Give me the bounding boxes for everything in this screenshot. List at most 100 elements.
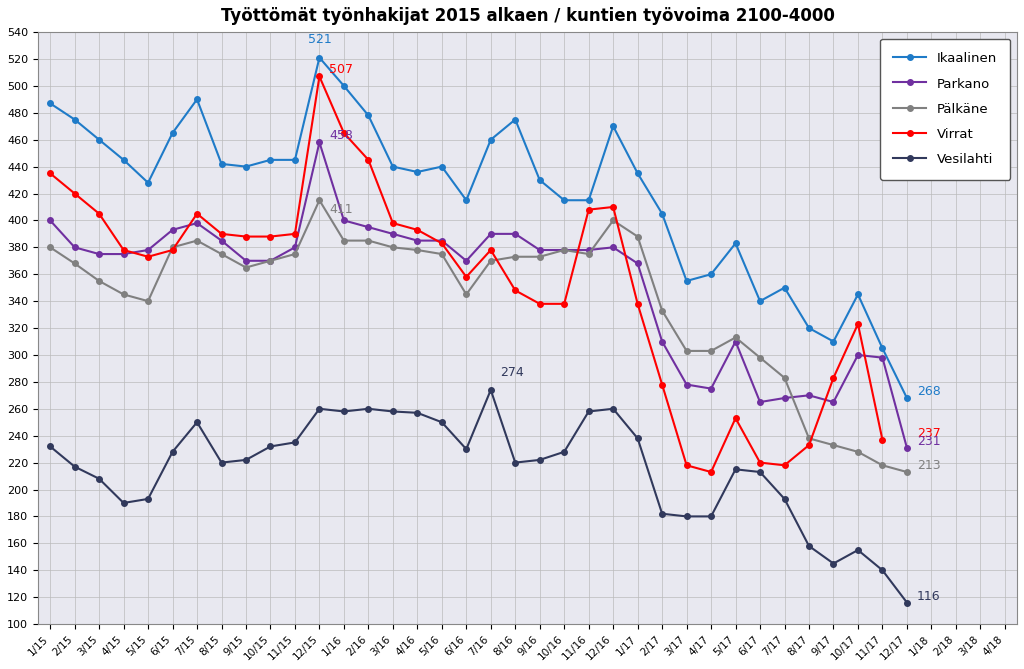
Parkano (338, 216, 350, 224)
Ikaalinen (877, 345, 889, 353)
Text: 237: 237 (916, 427, 940, 440)
Ikaalinen (93, 136, 105, 144)
Ikaalinen (69, 116, 81, 124)
Pälkäne (754, 354, 766, 362)
Pälkäne (484, 257, 497, 265)
Parkano (509, 230, 521, 238)
Ikaalinen (264, 156, 276, 164)
Ikaalinen (387, 163, 399, 171)
Virrat (240, 233, 252, 241)
Ikaalinen (215, 160, 227, 168)
Parkano (240, 257, 252, 265)
Pälkäne (289, 250, 301, 258)
Parkano (877, 354, 889, 362)
Virrat (827, 374, 840, 382)
Virrat (313, 72, 326, 80)
Virrat (190, 209, 203, 217)
Virrat (583, 205, 595, 213)
Text: 274: 274 (501, 366, 524, 379)
Vesilahti (632, 434, 644, 442)
Vesilahti (827, 559, 840, 567)
Pälkäne (705, 347, 717, 355)
Ikaalinen (435, 163, 447, 171)
Ikaalinen (681, 277, 693, 285)
Virrat (215, 230, 227, 238)
Title: Työttömät työnhakijat 2015 alkaen / kuntien työvoima 2100-4000: Työttömät työnhakijat 2015 alkaen / kunt… (220, 7, 835, 25)
Parkano (534, 246, 546, 254)
Virrat (778, 461, 791, 469)
Virrat (803, 441, 815, 449)
Ikaalinen (484, 136, 497, 144)
Virrat (44, 169, 56, 177)
Vesilahti (240, 456, 252, 464)
Virrat (632, 300, 644, 308)
Text: 116: 116 (916, 589, 940, 603)
Ikaalinen (44, 100, 56, 108)
Parkano (852, 351, 864, 359)
Vesilahti (412, 409, 424, 417)
Parkano (44, 216, 56, 224)
Vesilahti (583, 407, 595, 415)
Text: 231: 231 (916, 435, 940, 448)
Ikaalinen (190, 95, 203, 103)
Parkano (93, 250, 105, 258)
Text: 458: 458 (329, 129, 353, 142)
Vesilahti (729, 466, 741, 474)
Ikaalinen (289, 156, 301, 164)
Pälkäne (118, 290, 130, 298)
Vesilahti (44, 442, 56, 450)
Vesilahti (509, 458, 521, 466)
Pälkäne (167, 244, 179, 252)
Parkano (215, 237, 227, 245)
Parkano (142, 246, 155, 254)
Virrat (264, 233, 276, 241)
Vesilahti (362, 405, 375, 413)
Virrat (167, 246, 179, 254)
Pälkäne (362, 237, 375, 245)
Pälkäne (460, 290, 472, 298)
Pälkäne (681, 347, 693, 355)
Virrat (681, 461, 693, 469)
Pälkäne (509, 253, 521, 261)
Ikaalinen (460, 196, 472, 204)
Pälkäne (852, 448, 864, 456)
Virrat (412, 226, 424, 234)
Vesilahti (387, 407, 399, 415)
Pälkäne (803, 434, 815, 442)
Pälkäne (44, 244, 56, 252)
Vesilahti (656, 510, 669, 518)
Virrat (387, 219, 399, 227)
Parkano (827, 398, 840, 406)
Virrat (362, 156, 375, 164)
Parkano (264, 257, 276, 265)
Ikaalinen (313, 54, 326, 62)
Ikaalinen (901, 394, 913, 402)
Pälkäne (264, 257, 276, 265)
Parkano (583, 246, 595, 254)
Vesilahti (484, 386, 497, 394)
Ikaalinen (118, 156, 130, 164)
Parkano (901, 444, 913, 452)
Pälkäne (656, 306, 669, 314)
Parkano (313, 138, 326, 147)
Pälkäne (877, 461, 889, 469)
Ikaalinen (142, 179, 155, 187)
Parkano (167, 226, 179, 234)
Virrat (509, 286, 521, 294)
Parkano (190, 219, 203, 227)
Parkano (754, 398, 766, 406)
Pälkäne (93, 277, 105, 285)
Ikaalinen (412, 168, 424, 176)
Virrat (754, 458, 766, 466)
Pälkäne (338, 237, 350, 245)
Pälkäne (142, 297, 155, 305)
Text: 411: 411 (329, 203, 353, 216)
Ikaalinen (167, 129, 179, 137)
Virrat (852, 320, 864, 328)
Virrat (118, 246, 130, 254)
Parkano (729, 337, 741, 345)
Vesilahti (803, 542, 815, 550)
Parkano (412, 237, 424, 245)
Parkano (460, 257, 472, 265)
Parkano (632, 260, 644, 268)
